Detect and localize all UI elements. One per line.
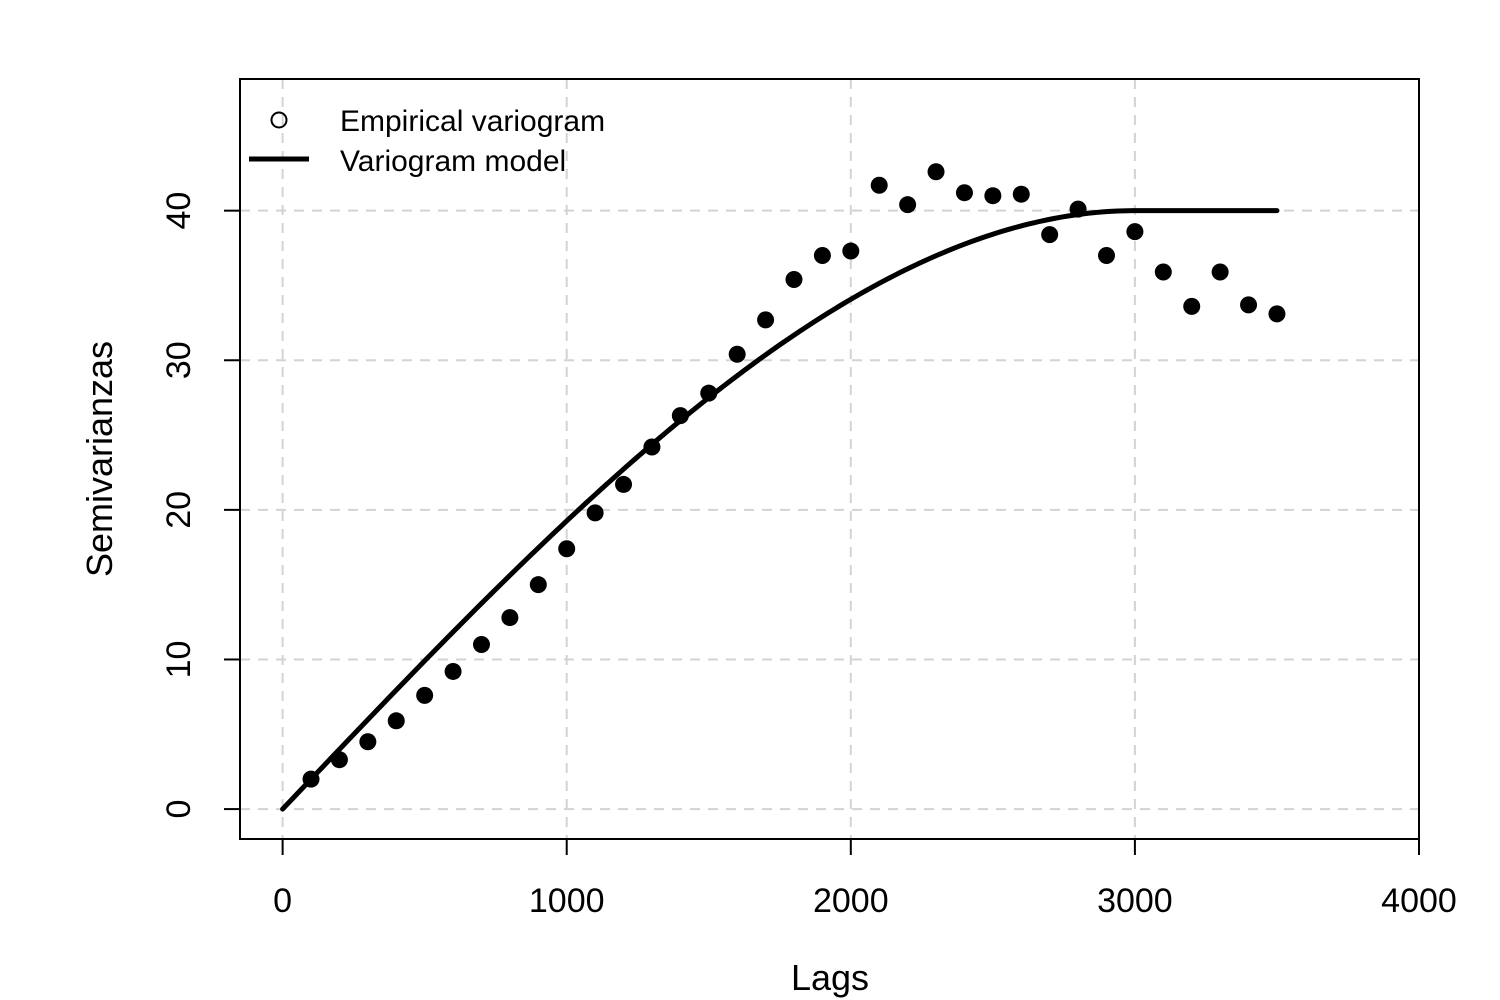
x-axis: 0 1000 2000 3000 4000	[273, 838, 1457, 920]
empirical-point	[472, 636, 490, 654]
empirical-point	[359, 733, 377, 751]
y-tick-label: 30	[160, 341, 198, 379]
empirical-point	[842, 242, 860, 260]
variogram-model-line	[280, 208, 1280, 812]
x-tick-label: 4000	[1381, 882, 1457, 920]
empirical-point	[586, 504, 604, 522]
empirical-point	[1126, 223, 1144, 241]
empirical-point	[615, 475, 633, 493]
empirical-point	[1097, 247, 1115, 265]
empirical-point	[529, 576, 547, 594]
x-tick-label: 2000	[813, 882, 889, 920]
empirical-point	[1183, 297, 1201, 315]
empirical-point	[416, 686, 434, 704]
empirical-point	[700, 384, 718, 402]
x-tick-label: 1000	[529, 882, 605, 920]
empirical-point	[1211, 263, 1229, 281]
empirical-point	[1240, 296, 1258, 314]
empirical-point	[955, 184, 973, 202]
x-tick-label: 0	[273, 882, 292, 920]
grid-lines	[240, 79, 1419, 839]
empirical-point	[1041, 226, 1059, 244]
empirical-point	[501, 609, 519, 627]
legend-label-model: Variogram model	[340, 145, 566, 178]
y-tick-label: 40	[160, 192, 198, 230]
empirical-variogram-points	[302, 163, 1286, 788]
empirical-point	[870, 176, 888, 194]
y-axis-title: Semivarianzas	[79, 341, 120, 577]
empirical-point	[927, 163, 945, 181]
empirical-point	[1154, 263, 1172, 281]
empirical-point	[1012, 185, 1030, 203]
empirical-point	[984, 187, 1002, 205]
empirical-point	[330, 751, 348, 769]
y-tick-label: 20	[160, 491, 198, 529]
legend: Empirical variogram Variogram model	[249, 105, 605, 178]
empirical-point	[785, 270, 803, 288]
empirical-point	[558, 540, 576, 558]
legend-open-circle-icon	[270, 111, 288, 129]
empirical-point	[728, 345, 746, 363]
empirical-point	[757, 311, 775, 329]
y-tick-label: 0	[160, 800, 198, 819]
empirical-point	[671, 407, 689, 425]
y-tick-label: 10	[160, 641, 198, 679]
empirical-point	[643, 438, 661, 456]
empirical-point	[302, 770, 320, 788]
empirical-point	[899, 196, 917, 214]
x-axis-title: Lags	[791, 957, 869, 998]
empirical-point	[387, 712, 405, 730]
empirical-point	[1268, 305, 1286, 323]
empirical-point	[444, 662, 462, 680]
plot-frame	[239, 78, 1420, 840]
empirical-point	[1069, 200, 1087, 218]
y-axis: 0 10 20 30 40	[160, 192, 241, 819]
empirical-point	[813, 247, 831, 265]
x-tick-label: 3000	[1097, 882, 1173, 920]
legend-label-empirical: Empirical variogram	[340, 105, 605, 138]
